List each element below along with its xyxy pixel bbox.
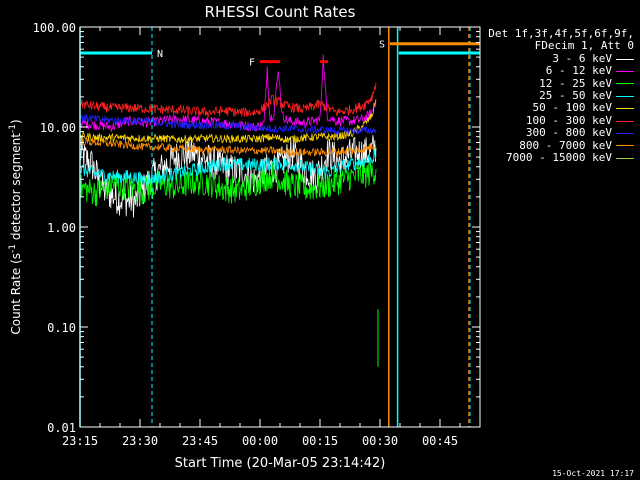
x-tick-label: 00:00: [242, 434, 278, 448]
flag-label: N: [157, 49, 163, 60]
legend-swatch: [616, 70, 634, 72]
chart-title: RHESSI Count Rates: [205, 3, 356, 21]
y-tick-label: 0.01: [47, 421, 76, 435]
series-line: [79, 137, 377, 157]
legend-swatch: [616, 83, 634, 85]
legend-entry-label: 6 - 12 keV: [545, 64, 612, 78]
legend-entry-label: 25 - 50 keV: [539, 89, 612, 103]
legend-entry-label: 7000 - 15000 keV: [506, 151, 612, 165]
timestamp-footer: 15-Oct-2021 17:17: [552, 469, 634, 478]
x-tick-label: 23:30: [122, 434, 158, 448]
legend-entry: 12 - 25 keV: [484, 76, 634, 90]
flag-label: F: [249, 58, 255, 69]
legend-entry-label: 3 - 6 keV: [552, 51, 612, 65]
y-axis-label-sup: -1: [8, 124, 18, 133]
legend-entry-label: 800 - 7000 keV: [519, 138, 612, 152]
legend-entry: 50 - 100 keV: [484, 102, 634, 114]
series-line: [79, 54, 377, 132]
legend-swatch: [616, 145, 634, 147]
series-line: [79, 99, 377, 144]
flag-label: S: [379, 40, 385, 51]
y-axis-label-part: ): [9, 119, 23, 124]
series-layer: [79, 54, 379, 367]
legend-entry: 7000 - 15000 keV: [484, 151, 634, 165]
legend-entry-label: 12 - 25 keV: [539, 76, 612, 90]
legend-entry-label: 300 - 800 keV: [525, 126, 612, 140]
series-line: [79, 135, 377, 218]
x-axis-label: Start Time (20-Mar-05 23:14:42): [175, 456, 386, 471]
x-tick-label: 00:30: [362, 434, 398, 448]
legend-entry: 100 - 300 keV: [484, 113, 634, 127]
legend-entry: 25 - 50 keV: [484, 89, 634, 103]
y-axis-label-part: detector segment: [9, 133, 23, 244]
series-line: [79, 114, 377, 135]
y-tick-label: 0.10: [47, 321, 76, 335]
y-tick-label: 1.00: [47, 221, 76, 235]
legend-swatch: [616, 120, 634, 122]
y-tick-label: 10.00: [40, 121, 76, 135]
legend-entry: 800 - 7000 keV: [484, 138, 634, 152]
y-axis-label-part: Count Rate (s: [9, 253, 23, 335]
series-line: [79, 160, 377, 207]
legend-swatch: [616, 108, 634, 110]
x-tick-label: 23:45: [182, 434, 218, 448]
legend-entry: 3 - 6 keV: [484, 51, 634, 65]
y-axis-label: Count Rate (s-1 detector segment-1): [8, 119, 23, 334]
y-tick-label: 100.00: [33, 21, 76, 35]
legend-header-line: FDecim 1, Att 0: [534, 39, 634, 53]
legend-entry-label: 100 - 300 keV: [525, 113, 612, 127]
legend-swatch: [616, 132, 634, 134]
legend: Det 1f,3f,4f,5f,6f,9f, FDecim 1, Att 0 3…: [484, 27, 634, 165]
y-axis-label-sup: -1: [8, 244, 18, 253]
series-line: [79, 149, 377, 186]
legend-entry-label: 50 - 100 keV: [532, 101, 612, 115]
x-tick-label: 00:45: [422, 434, 458, 448]
legend-swatch: [616, 58, 634, 60]
series-line: [79, 82, 377, 118]
legend-swatch: [616, 157, 634, 159]
legend-entry: 6 - 12 keV: [484, 64, 634, 78]
legend-entry: 300 - 800 keV: [484, 126, 634, 140]
x-tick-label: 00:15: [302, 434, 338, 448]
x-tick-label: 23:15: [62, 434, 98, 448]
legend-header-line: Det 1f,3f,4f,5f,6f,9f,: [488, 27, 634, 40]
legend-swatch: [616, 95, 634, 97]
